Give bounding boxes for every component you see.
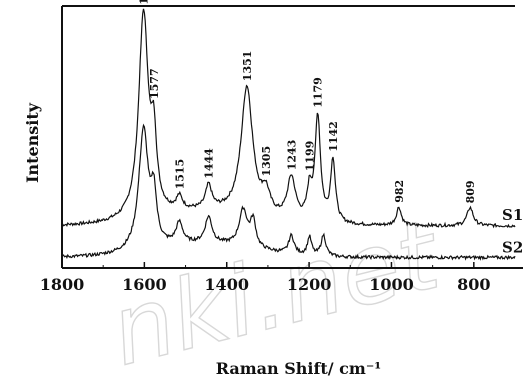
x-tick-label: 800: [457, 275, 490, 294]
peak-label: 1351: [241, 51, 254, 82]
peak-label: 1179: [312, 77, 325, 108]
x-axis-title: Raman Shift/ cm⁻¹: [216, 359, 382, 378]
peak-label: 1577: [148, 68, 161, 99]
peak-label: 1515: [173, 159, 186, 190]
peak-label: 809: [464, 180, 477, 203]
x-tick-label: 1600: [122, 275, 167, 294]
peak-label: 1444: [203, 148, 216, 179]
series-label-s2: S2: [502, 238, 523, 256]
peak-label: 1199: [304, 141, 317, 172]
x-tick-label: 1000: [369, 275, 414, 294]
peak-label: 1243: [285, 140, 298, 171]
x-tick-label: 1400: [204, 275, 249, 294]
peak-label: 1142: [327, 121, 340, 152]
x-tick-label: 1200: [287, 275, 332, 294]
y-axis-title: Intensity: [23, 102, 42, 183]
series-label-s1: S1: [502, 206, 523, 224]
x-tick-label: 1800: [40, 275, 85, 294]
peak-label: 1305: [260, 146, 273, 177]
peak-label: 982: [393, 180, 406, 203]
series-line-s1: [61, 8, 516, 229]
series-line-s2: [61, 123, 516, 261]
peak-label: 1602: [138, 0, 151, 5]
